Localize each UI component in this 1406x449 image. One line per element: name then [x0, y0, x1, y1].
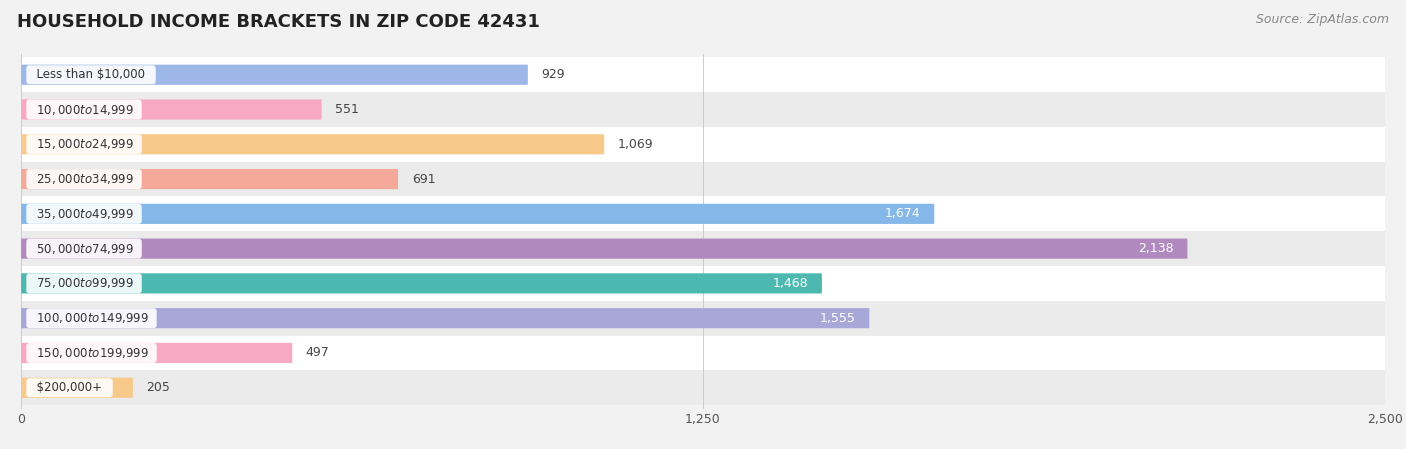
- Text: HOUSEHOLD INCOME BRACKETS IN ZIP CODE 42431: HOUSEHOLD INCOME BRACKETS IN ZIP CODE 42…: [17, 13, 540, 31]
- Bar: [0, 197, 1406, 231]
- FancyBboxPatch shape: [21, 378, 134, 398]
- FancyBboxPatch shape: [21, 169, 398, 189]
- Text: 1,674: 1,674: [884, 207, 921, 220]
- Text: $10,000 to $14,999: $10,000 to $14,999: [30, 102, 139, 117]
- Text: $200,000+: $200,000+: [30, 381, 110, 394]
- FancyBboxPatch shape: [21, 65, 527, 85]
- Text: $50,000 to $74,999: $50,000 to $74,999: [30, 242, 139, 255]
- Text: 691: 691: [412, 172, 436, 185]
- FancyBboxPatch shape: [21, 308, 869, 328]
- Bar: [0, 57, 1406, 92]
- Text: Less than $10,000: Less than $10,000: [30, 68, 153, 81]
- Text: $15,000 to $24,999: $15,000 to $24,999: [30, 137, 139, 151]
- Text: 929: 929: [541, 68, 565, 81]
- FancyBboxPatch shape: [21, 238, 1188, 259]
- Text: 1,468: 1,468: [773, 277, 808, 290]
- Bar: [0, 301, 1406, 335]
- FancyBboxPatch shape: [21, 99, 322, 119]
- Bar: [0, 335, 1406, 370]
- Text: 205: 205: [146, 381, 170, 394]
- Text: 2,138: 2,138: [1139, 242, 1174, 255]
- Text: $25,000 to $34,999: $25,000 to $34,999: [30, 172, 139, 186]
- Text: Source: ZipAtlas.com: Source: ZipAtlas.com: [1256, 13, 1389, 26]
- Text: 1,555: 1,555: [820, 312, 856, 325]
- Text: $150,000 to $199,999: $150,000 to $199,999: [30, 346, 153, 360]
- FancyBboxPatch shape: [21, 343, 292, 363]
- Bar: [0, 162, 1406, 197]
- Text: 1,069: 1,069: [617, 138, 654, 151]
- Bar: [0, 92, 1406, 127]
- Text: $75,000 to $99,999: $75,000 to $99,999: [30, 277, 139, 291]
- Bar: [0, 370, 1406, 405]
- Bar: [0, 266, 1406, 301]
- Bar: [0, 231, 1406, 266]
- Text: $35,000 to $49,999: $35,000 to $49,999: [30, 207, 139, 221]
- Bar: [0, 127, 1406, 162]
- FancyBboxPatch shape: [21, 204, 935, 224]
- Text: $100,000 to $149,999: $100,000 to $149,999: [30, 311, 153, 325]
- Text: 497: 497: [307, 347, 329, 360]
- FancyBboxPatch shape: [21, 273, 823, 294]
- FancyBboxPatch shape: [21, 134, 605, 154]
- Text: 551: 551: [335, 103, 359, 116]
